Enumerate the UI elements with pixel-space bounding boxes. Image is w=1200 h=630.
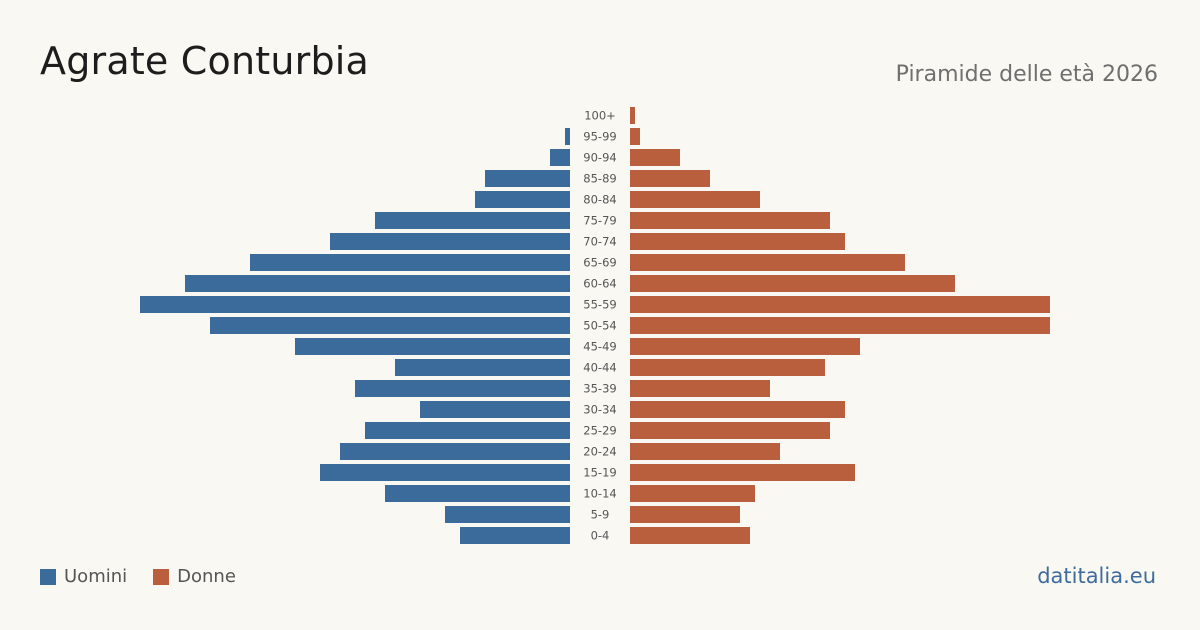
source-link[interactable]: datitalia.eu [1037,564,1156,588]
bar-men-95-99 [565,128,570,145]
bar-women-70-74 [630,233,845,250]
age-label-65-69: 65-69 [583,256,616,270]
bar-men-35-39 [355,380,570,397]
age-label-40-44: 40-44 [583,361,616,375]
age-label-45-49: 45-49 [583,340,616,354]
legend-item-men: Uomini [40,566,127,587]
age-label-10-14: 10-14 [583,487,616,501]
bar-men-20-24 [340,443,570,460]
bar-women-5-9 [630,506,740,523]
age-label-100+: 100+ [584,109,616,123]
bar-women-95-99 [630,128,640,145]
bar-men-10-14 [385,485,570,502]
bar-women-25-29 [630,422,830,439]
age-label-70-74: 70-74 [583,235,616,249]
bar-women-100+ [630,107,635,124]
age-label-60-64: 60-64 [583,277,616,291]
bar-women-10-14 [630,485,755,502]
bar-men-90-94 [550,149,570,166]
age-label-5-9: 5-9 [591,508,610,522]
bar-men-30-34 [420,401,570,418]
age-label-15-19: 15-19 [583,466,616,480]
bar-men-65-69 [250,254,570,271]
bar-men-70-74 [330,233,570,250]
bar-men-5-9 [445,506,570,523]
age-label-30-34: 30-34 [583,403,616,417]
age-label-75-79: 75-79 [583,214,616,228]
bar-men-55-59 [140,296,570,313]
bar-women-0-4 [630,527,750,544]
bar-men-40-44 [395,359,570,376]
bar-men-50-54 [210,317,570,334]
bar-women-30-34 [630,401,845,418]
legend-swatch-men [40,569,56,585]
bar-men-25-29 [365,422,570,439]
bar-women-15-19 [630,464,855,481]
age-label-55-59: 55-59 [583,298,616,312]
legend-label-men: Uomini [64,566,127,587]
age-label-90-94: 90-94 [583,151,616,165]
age-label-35-39: 35-39 [583,382,616,396]
bar-men-60-64 [185,275,570,292]
bar-women-40-44 [630,359,825,376]
bar-women-80-84 [630,191,760,208]
bar-men-15-19 [320,464,570,481]
bar-women-85-89 [630,170,710,187]
age-label-0-4: 0-4 [591,529,610,543]
age-label-50-54: 50-54 [583,319,616,333]
age-label-95-99: 95-99 [583,130,616,144]
legend-swatch-women [153,569,169,585]
bar-women-50-54 [630,317,1050,334]
chart-legend: Uomini Donne [40,566,262,587]
bar-women-65-69 [630,254,905,271]
bar-women-20-24 [630,443,780,460]
bar-men-0-4 [460,527,570,544]
bar-women-75-79 [630,212,830,229]
bar-men-80-84 [475,191,570,208]
bar-men-85-89 [485,170,570,187]
bar-women-55-59 [630,296,1050,313]
legend-item-women: Donne [153,566,236,587]
bar-men-75-79 [375,212,570,229]
age-label-20-24: 20-24 [583,445,616,459]
bar-women-35-39 [630,380,770,397]
bar-women-90-94 [630,149,680,166]
age-label-80-84: 80-84 [583,193,616,207]
bar-men-45-49 [295,338,570,355]
bar-women-60-64 [630,275,955,292]
bar-women-45-49 [630,338,860,355]
age-label-85-89: 85-89 [583,172,616,186]
age-label-25-29: 25-29 [583,424,616,438]
legend-label-women: Donne [177,566,236,587]
